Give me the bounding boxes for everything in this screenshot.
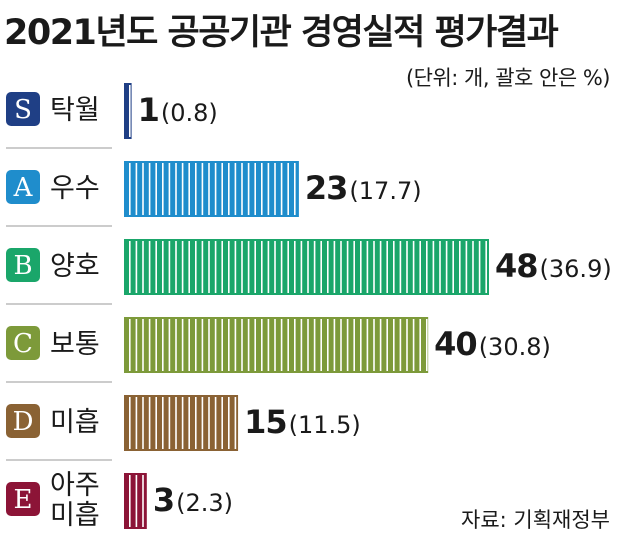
source-note: 자료: 기획재정부	[461, 508, 610, 532]
grade-letter: S	[14, 95, 32, 125]
grade-badge-e: E	[6, 482, 40, 516]
value-label: 48(36.9)	[495, 247, 612, 285]
grade-badge-s: S	[6, 92, 40, 126]
value-label: 23(17.7)	[305, 169, 422, 207]
category-label: 보통	[50, 329, 100, 360]
category-label: 미흡	[50, 407, 100, 438]
grade-badge-a: A	[6, 170, 40, 204]
grade-letter: D	[13, 407, 34, 437]
value-label: 3(2.3)	[153, 481, 233, 519]
bar-d	[124, 395, 239, 451]
bar-s	[124, 83, 132, 139]
chart-title: 2021년도 공공기관 경영실적 평가결과	[4, 13, 559, 53]
category-label: 미흡	[50, 500, 100, 531]
grade-letter: C	[13, 329, 33, 359]
category-label: 양호	[50, 251, 100, 282]
value-label: 15(11.5)	[244, 403, 361, 441]
grade-badge-b: B	[6, 248, 40, 282]
bar-a	[124, 161, 299, 217]
grade-badge-c: C	[6, 326, 40, 360]
category-label: 우수	[50, 173, 100, 204]
category-label: 탁월	[50, 95, 100, 126]
bar-c	[124, 317, 429, 373]
unit-note: (단위: 개, 괄호 안은 %)	[405, 66, 611, 90]
grade-letter: B	[13, 251, 32, 281]
bar-e	[124, 473, 147, 529]
grade-badge-d: D	[6, 404, 40, 438]
grade-letter: A	[13, 173, 34, 203]
bar-b	[124, 239, 489, 295]
category-label: 아주	[50, 470, 100, 501]
value-label: 40(30.8)	[434, 325, 551, 363]
value-label: 1(0.8)	[138, 91, 218, 129]
grade-letter: E	[14, 485, 33, 515]
